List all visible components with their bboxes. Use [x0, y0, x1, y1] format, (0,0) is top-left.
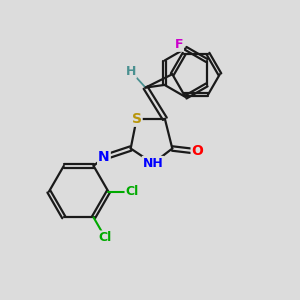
Text: F: F — [175, 38, 183, 51]
Text: O: O — [192, 145, 203, 158]
Text: H: H — [125, 65, 136, 78]
Text: NH: NH — [142, 157, 163, 170]
Text: S: S — [132, 112, 142, 126]
Text: Cl: Cl — [99, 231, 112, 244]
Text: N: N — [98, 150, 110, 164]
Text: Cl: Cl — [125, 185, 139, 198]
